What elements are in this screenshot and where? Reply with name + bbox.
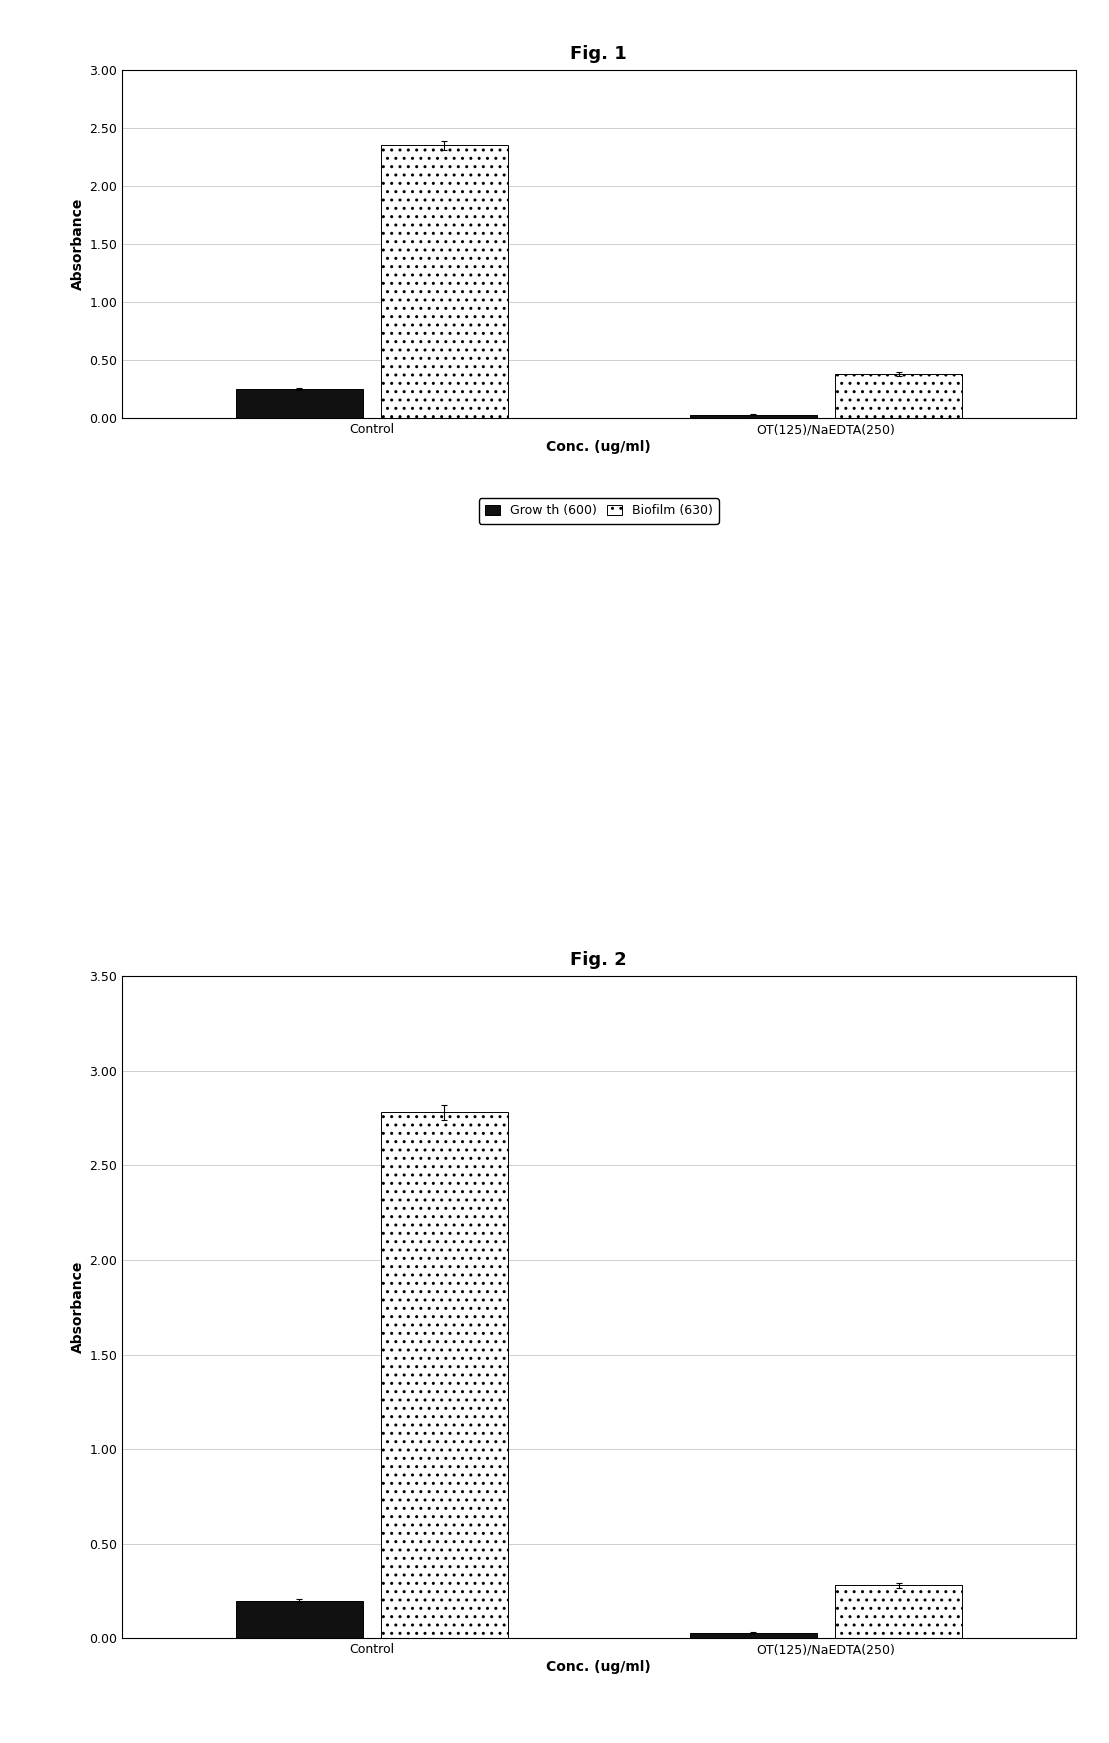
X-axis label: Conc. (ug/ml): Conc. (ug/ml) xyxy=(547,441,651,455)
Bar xyxy=(235,389,363,418)
Bar xyxy=(380,145,508,418)
Bar xyxy=(835,375,963,418)
Bar xyxy=(235,1600,363,1638)
Legend: Grow th (600), Biofilm (630): Grow th (600), Biofilm (630) xyxy=(479,498,719,523)
Title: Fig. 2: Fig. 2 xyxy=(570,952,628,969)
Bar xyxy=(835,1586,963,1638)
Bar xyxy=(690,415,817,418)
Bar xyxy=(380,1112,508,1638)
Title: Fig. 1: Fig. 1 xyxy=(570,45,628,63)
Y-axis label: Absorbance: Absorbance xyxy=(71,199,85,289)
X-axis label: Conc. (ug/ml): Conc. (ug/ml) xyxy=(547,1661,651,1675)
Y-axis label: Absorbance: Absorbance xyxy=(71,1262,85,1353)
Bar xyxy=(690,1633,817,1638)
